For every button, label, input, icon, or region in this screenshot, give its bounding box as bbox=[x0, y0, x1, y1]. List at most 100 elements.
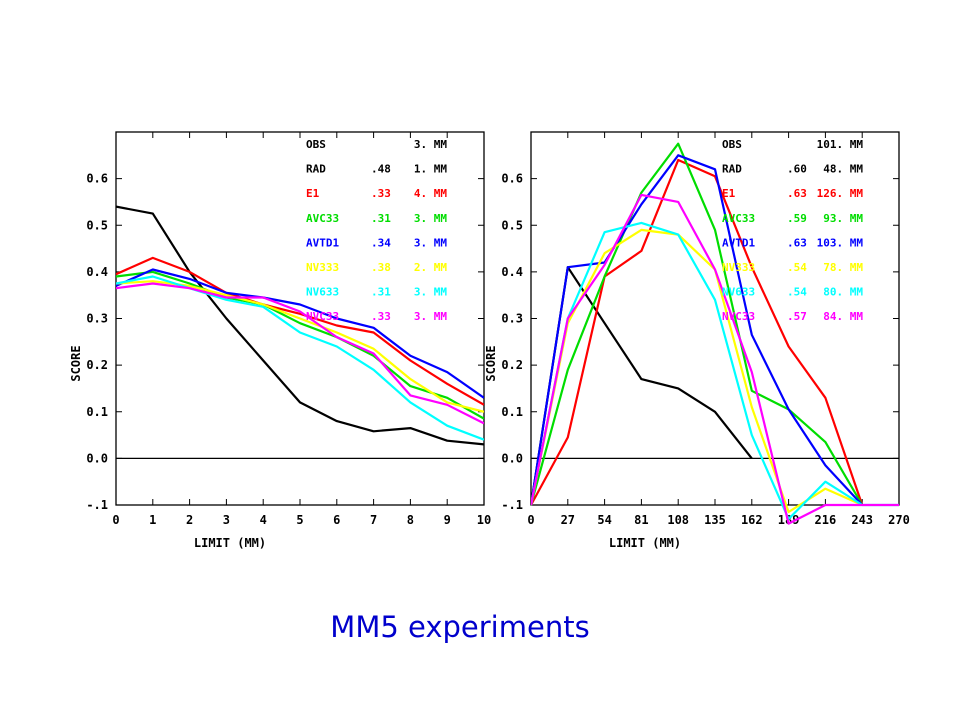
y-axis-label: SCORE bbox=[69, 345, 83, 381]
y-tick-label: 0.5 bbox=[501, 218, 523, 232]
legend-name: OBS bbox=[722, 138, 742, 151]
y-axis-label: SCORE bbox=[484, 345, 498, 381]
legend-amount: 2. MM bbox=[414, 261, 447, 274]
y-tick-label: 0.4 bbox=[86, 265, 108, 279]
legend-name: E1 bbox=[306, 187, 320, 200]
x-tick-label: 2 bbox=[186, 513, 193, 527]
legend-name: RAD bbox=[722, 163, 742, 176]
legend-name: NV333 bbox=[722, 261, 755, 274]
y-tick-label: 0.0 bbox=[501, 451, 523, 465]
legend-amount: 3. MM bbox=[414, 310, 447, 323]
series-line-3 bbox=[116, 268, 484, 399]
legend-amount: 3. MM bbox=[414, 236, 447, 249]
y-tick-label: 0.1 bbox=[501, 405, 523, 419]
legend-score: .34 bbox=[371, 236, 391, 249]
right-chart: 0.6 0.5 0.4 0.3 0.2 0.1 0.0 -.1 0 27 54 81 108 135 162… bbox=[484, 131, 910, 550]
legend-amount: 103. MM bbox=[817, 236, 864, 249]
slide-caption: MM5 experiments bbox=[330, 610, 590, 644]
x-tick-label: 6 bbox=[333, 513, 340, 527]
x-tick-label: 54 bbox=[597, 513, 611, 527]
y-tick-label: 0.4 bbox=[501, 265, 523, 279]
y-tick-label: 0.3 bbox=[501, 312, 523, 326]
legend-name: AVC33 bbox=[306, 212, 339, 225]
x-axis-label: LIMIT (MM) bbox=[609, 536, 681, 550]
series-line-2 bbox=[116, 270, 484, 420]
legend-score: .54 bbox=[787, 286, 807, 299]
x-tick-label: 9 bbox=[444, 513, 451, 527]
legend-name: AVC33 bbox=[722, 212, 755, 225]
series-group bbox=[531, 142, 899, 525]
x-tick-label: 162 bbox=[741, 513, 763, 527]
series-line-6 bbox=[531, 193, 899, 525]
x-tick-label: 10 bbox=[477, 513, 491, 527]
legend-score: .31 bbox=[371, 286, 391, 299]
legend-name: E1 bbox=[722, 187, 736, 200]
series-line-2 bbox=[531, 142, 864, 506]
series-line-3 bbox=[531, 154, 864, 506]
series-line-1 bbox=[531, 158, 864, 506]
legend-amount: 3. MM bbox=[414, 286, 447, 299]
x-tick-label: 216 bbox=[815, 513, 837, 527]
series-line-1 bbox=[116, 256, 484, 406]
legend-score: .33 bbox=[371, 310, 391, 323]
legend-amount: 3. MM bbox=[414, 138, 447, 151]
legend-amount: 93. MM bbox=[823, 212, 863, 225]
y-tick-label: 0.5 bbox=[86, 218, 108, 232]
x-tick-label: 7 bbox=[370, 513, 377, 527]
legend-score: .54 bbox=[787, 261, 807, 274]
legend-name: AVTD1 bbox=[722, 236, 755, 249]
legend-score: .48 bbox=[371, 163, 391, 176]
series-line-4 bbox=[531, 228, 863, 514]
legend-amount: 4. MM bbox=[414, 187, 447, 200]
legend-amount: 84. MM bbox=[823, 310, 863, 323]
legend-amount: 80. MM bbox=[823, 286, 863, 299]
y-tick-label: 0.6 bbox=[86, 172, 108, 186]
y-tick-label: 0.6 bbox=[501, 172, 523, 186]
x-tick-label: 27 bbox=[561, 513, 575, 527]
legend-amount: 3. MM bbox=[414, 212, 447, 225]
x-tick-label: 4 bbox=[260, 513, 267, 527]
x-tick-label: 0 bbox=[527, 513, 534, 527]
left-chart: 0.6 0.5 0.4 0.3 0.2 0.1 0.0 -.1 0 1 2 3 4 5 6 7 8 9 10 LIMI… bbox=[69, 131, 491, 550]
legend-score: .31 bbox=[371, 212, 391, 225]
x-tick-label: 135 bbox=[704, 513, 726, 527]
y-tick-label: 0.2 bbox=[501, 358, 523, 372]
y-tick-label: -.1 bbox=[501, 498, 523, 512]
y-tick-label: -.1 bbox=[86, 498, 108, 512]
x-tick-label: 3 bbox=[223, 513, 230, 527]
x-tick-label: 8 bbox=[407, 513, 414, 527]
legend-name: NVC33 bbox=[306, 310, 339, 323]
legend-score: .60 bbox=[787, 163, 807, 176]
legend-score: .63 bbox=[787, 236, 807, 249]
legend-amount: 126. MM bbox=[817, 187, 864, 200]
x-tick-label: 5 bbox=[296, 513, 303, 527]
y-tick-label: 0.0 bbox=[86, 451, 108, 465]
x-tick-label: 243 bbox=[851, 513, 873, 527]
series-line-0 bbox=[116, 205, 484, 446]
series-line-6 bbox=[116, 282, 484, 425]
x-tick-label: 1 bbox=[149, 513, 156, 527]
x-tick-label: 81 bbox=[634, 513, 648, 527]
x-tick-label: 270 bbox=[888, 513, 910, 527]
y-tick-label: 0.2 bbox=[86, 358, 108, 372]
legend-score: .57 bbox=[787, 310, 807, 323]
x-tick-label: 0 bbox=[112, 513, 119, 527]
legend-amount: 48. MM bbox=[823, 163, 863, 176]
legend-name: OBS bbox=[306, 138, 326, 151]
legend-name: NV333 bbox=[306, 261, 339, 274]
y-tick-label: 0.1 bbox=[86, 405, 108, 419]
legend-name: NV633 bbox=[722, 286, 755, 299]
series-group bbox=[116, 205, 484, 446]
legend-name: NV633 bbox=[306, 286, 339, 299]
x-axis-label: LIMIT (MM) bbox=[194, 536, 266, 550]
y-tick-label: 0.3 bbox=[86, 312, 108, 326]
legend-score: .63 bbox=[787, 187, 807, 200]
legend-amount: 101. MM bbox=[817, 138, 864, 151]
legend-name: AVTD1 bbox=[306, 236, 339, 249]
legend-name: RAD bbox=[306, 163, 326, 176]
legend-score: .33 bbox=[371, 187, 391, 200]
series-line-5 bbox=[116, 275, 484, 441]
legend-score: .38 bbox=[371, 261, 391, 274]
legend-score: .59 bbox=[787, 212, 807, 225]
